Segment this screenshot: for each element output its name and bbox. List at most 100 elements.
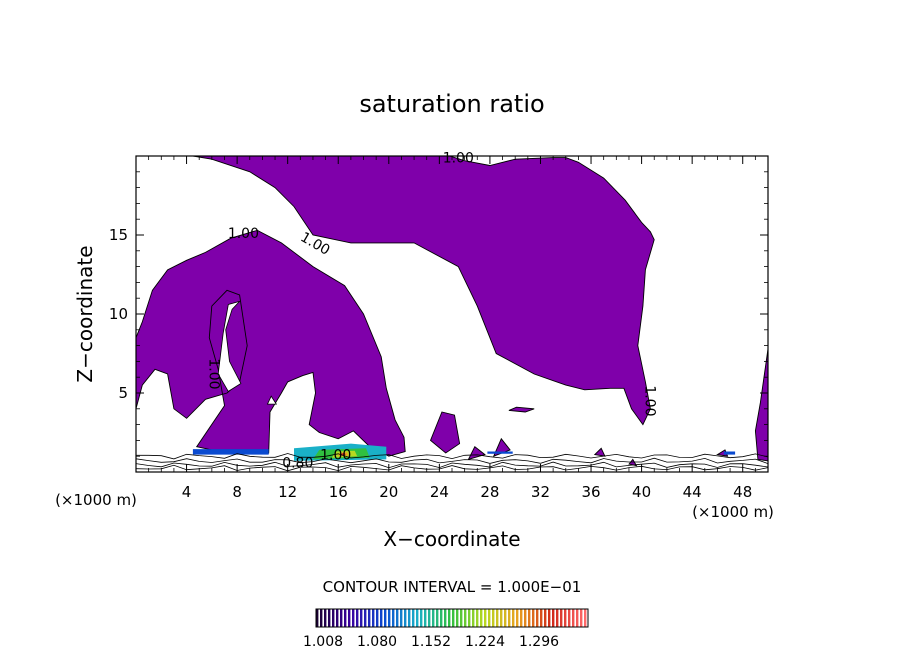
colorbar-stripe [408, 609, 411, 627]
colorbar-stripe [360, 609, 363, 627]
colorbar-stripe [344, 609, 347, 627]
contour-label-2: 1.00 [228, 226, 259, 242]
colorbar-stripe [512, 609, 515, 627]
x-tick-label-16: 16 [329, 483, 348, 501]
x-tick-label-40: 40 [632, 483, 651, 501]
colorbar-stripe [520, 609, 523, 627]
colorbar-stripe [336, 609, 339, 627]
colorbar-stripe [576, 609, 579, 627]
colorbar-stripe [348, 609, 351, 627]
colorbar-stripe [552, 609, 555, 627]
colorbar-stripe [492, 609, 495, 627]
colorbar-stripe [472, 609, 475, 627]
x-unit-label-left: (×1000 m) [55, 491, 137, 509]
colorbar-frame [315, 608, 589, 628]
colorbar-stripe [548, 609, 551, 627]
colorbar-stripe [508, 609, 511, 627]
colorbar-stripe [556, 609, 559, 627]
y-tick-label-15: 15 [109, 226, 128, 244]
plot-area: 1.001.00 1.001.001.001.000.80 4 8 12 16 20 24 2… [109, 150, 769, 501]
x-tick-label-44: 44 [683, 483, 702, 501]
colorbar-stripe [352, 609, 355, 627]
colorbar-stripe [476, 609, 479, 627]
colorbar [315, 608, 589, 628]
colorbar-stripe [364, 609, 367, 627]
contour-label-1: 1.00 [443, 150, 474, 166]
saturated-region-1 [192, 155, 655, 426]
contour-label-6: 1.00 [320, 447, 351, 463]
colorbar-tick-labels: 1.008 1.080 1.152 1.224 1.296 [303, 634, 559, 650]
colorbar-tick-label-1: 1.008 [303, 634, 343, 650]
x-tick-label-32: 32 [531, 483, 550, 501]
colorbar-stripe [536, 609, 539, 627]
colorbar-stripe [568, 609, 571, 627]
colorbar-stripe [356, 609, 359, 627]
x-axis-label: X−coordinate [383, 527, 520, 551]
colorbar-stripe [388, 609, 391, 627]
colorbar-stripe [396, 609, 399, 627]
colorbar-stripe [412, 609, 415, 627]
x-tick-label-20: 20 [379, 483, 398, 501]
y-tick-label-5: 5 [118, 384, 128, 402]
subsaturated-pocket-1 [217, 300, 242, 392]
colorbar-stripe [420, 609, 423, 627]
colorbar-stripe [372, 609, 375, 627]
colorbar-stripe [480, 609, 483, 627]
colorbar-stripe [332, 609, 335, 627]
saturated-region-6 [467, 446, 486, 461]
colorbar-stripe [400, 609, 403, 627]
colorbar-stripe [440, 609, 443, 627]
colorbar-stripe [488, 609, 491, 627]
x-tick-label-12: 12 [278, 483, 297, 501]
colorbar-stripe [376, 609, 379, 627]
colorbar-tick-label-4: 1.224 [465, 634, 505, 650]
colorbar-stripe [580, 609, 583, 627]
high-saturation-patch-1 [192, 449, 269, 455]
x-tick-label-36: 36 [581, 483, 600, 501]
x-tick-label-48: 48 [733, 483, 752, 501]
colorbar-stripe [320, 609, 323, 627]
saturation-fields [135, 155, 769, 467]
x-tick-label-4: 4 [182, 483, 192, 501]
saturated-region-5 [508, 406, 535, 413]
colorbar-tick-label-2: 1.080 [357, 634, 397, 650]
surface-contour-1 [136, 453, 769, 460]
contour-label-5: 1.00 [641, 385, 657, 416]
colorbar-stripe [532, 609, 535, 627]
colorbar-stripe [436, 609, 439, 627]
contour-label-4: 1.00 [205, 358, 221, 389]
colorbar-tick-label-5: 1.296 [519, 634, 559, 650]
colorbar-stripe [384, 609, 387, 627]
colorbar-stripe [496, 609, 499, 627]
contour-label-7: 0.80 [282, 455, 313, 471]
colorbar-stripe [324, 609, 327, 627]
surface-contour-4 [135, 464, 769, 472]
colorbar-stripe [564, 609, 567, 627]
saturated-region-8 [593, 447, 606, 457]
colorbar-stripe [448, 609, 451, 627]
colorbar-stripe [392, 609, 395, 627]
colorbar-stripe [428, 609, 431, 627]
high-saturation-patch-8 [723, 451, 736, 455]
y-tick-label-10: 10 [109, 305, 128, 323]
colorbar-stripe [504, 609, 507, 627]
colorbar-stripe [456, 609, 459, 627]
colorbar-tick-label-3: 1.152 [411, 634, 451, 650]
surface-contours [135, 453, 769, 472]
subsaturated-pocket-2 [266, 395, 278, 405]
colorbar-stripe [524, 609, 527, 627]
colorbar-stripe [468, 609, 471, 627]
colorbar-stripe [572, 609, 575, 627]
saturated-region-4 [429, 411, 461, 454]
colorbar-stripe [516, 609, 519, 627]
colorbar-stripe [416, 609, 419, 627]
y-axis-label: Z−coordinate [73, 245, 97, 382]
colorbar-stripe [500, 609, 503, 627]
colorbar-stripe [460, 609, 463, 627]
x-tick-label-24: 24 [430, 483, 449, 501]
colorbar-stripe [316, 609, 319, 627]
colorbar-stripe [380, 609, 383, 627]
colorbar-stripe [528, 609, 531, 627]
